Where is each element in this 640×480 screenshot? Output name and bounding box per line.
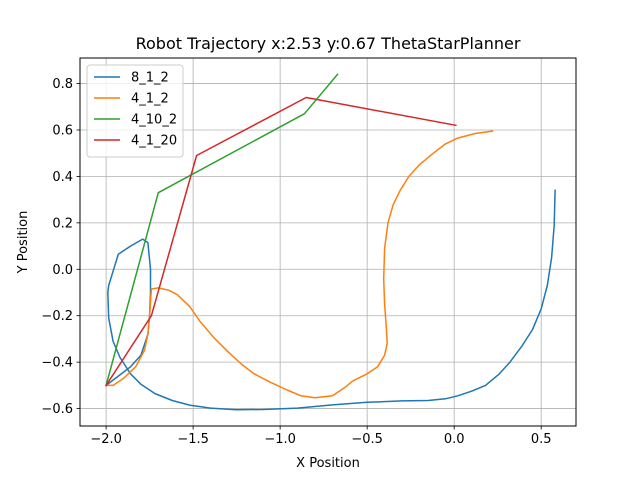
y-tick-label: 0.2	[52, 216, 73, 231]
y-tick-label: −0.2	[41, 309, 73, 324]
x-tick-label: −1.0	[264, 432, 296, 447]
legend: 8_1_2 4_1_2 4_10_2 4_1_20	[86, 64, 184, 158]
series-line-8-1-2	[105, 189, 556, 411]
x-axis-label: X Position	[296, 456, 360, 471]
y-tick-label: 0.4	[52, 170, 73, 185]
y-tick-label: −0.6	[41, 402, 73, 417]
series-line-4-10-2	[105, 73, 339, 387]
x-tick-label: 0.0	[444, 432, 465, 447]
legend-label: 4_10_2	[131, 113, 177, 128]
y-tick-label: 0.0	[52, 263, 73, 278]
chart-title: Robot Trajectory x:2.53 y:0.67 ThetaStar…	[136, 34, 521, 53]
series-line-4-1-20	[105, 96, 457, 387]
legend-label: 8_1_2	[131, 71, 169, 86]
y-tick-label: 0.8	[52, 77, 73, 92]
axis-ticks: −2.0 −1.5 −1.0 −0.5 0.0 0.5 −0.6 −0.4 −0.2 0.0 0.2…	[41, 77, 551, 447]
legend-label: 4_1_2	[131, 92, 169, 107]
legend-label: 4_1_20	[131, 134, 177, 149]
y-axis-label: Y Position	[16, 211, 31, 275]
legend-box	[86, 64, 184, 158]
grid	[80, 58, 576, 426]
x-tick-label: 0.5	[531, 432, 552, 447]
x-tick-label: −1.5	[177, 432, 209, 447]
y-tick-label: 0.6	[52, 123, 73, 138]
series-lines	[105, 73, 556, 411]
series-line-4-1-2	[105, 130, 494, 399]
x-tick-label: −0.5	[351, 432, 383, 447]
x-tick-label: −2.0	[90, 432, 122, 447]
y-tick-label: −0.4	[41, 356, 73, 371]
plot-frame	[79, 57, 577, 427]
